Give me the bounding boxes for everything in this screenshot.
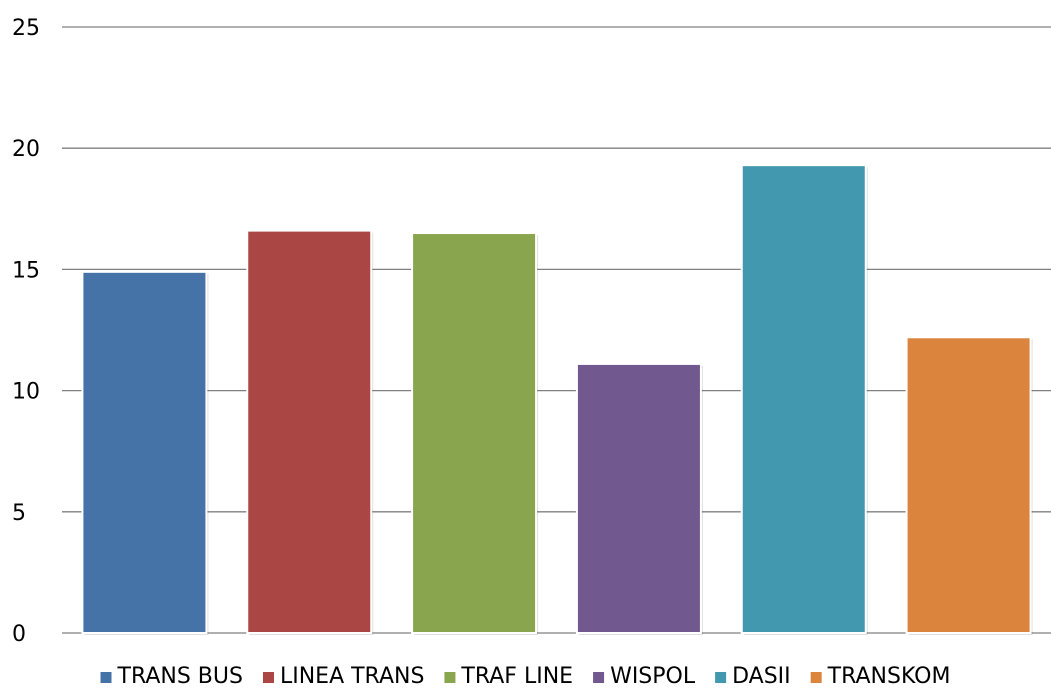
y-tick-label: 15 <box>12 258 40 283</box>
y-tick-label: 25 <box>12 16 40 41</box>
legend-label: LINEA TRANS <box>280 664 424 689</box>
legend-swatch <box>810 672 822 683</box>
y-tick-label: 10 <box>12 380 40 405</box>
y-axis-ticks: 0 5 10 15 20 25 <box>12 16 40 647</box>
legend: TRANS BUS LINEA TRANS TRAF LINE WISPOL DASII… <box>100 664 951 689</box>
gridlines <box>62 26 1051 634</box>
y-tick-label: 5 <box>12 501 26 526</box>
legend-swatch <box>262 672 274 683</box>
legend-label: TRANS BUS <box>117 664 243 689</box>
legend-label: TRAF LINE <box>460 664 573 689</box>
legend-label: DASII <box>732 664 791 689</box>
bar-traf-line <box>411 232 538 634</box>
legend-label: TRANSKOM <box>827 664 951 689</box>
bar-wispol <box>575 362 702 634</box>
bar-transkom <box>905 336 1032 634</box>
legend-swatch <box>444 672 456 683</box>
y-tick-label: 0 <box>12 622 26 647</box>
legend-swatch <box>715 672 727 683</box>
bars <box>81 164 1033 636</box>
y-tick-label: 20 <box>12 137 40 162</box>
bar-linea-trans <box>246 229 373 634</box>
legend-swatch <box>593 672 605 683</box>
bar-trans-bus <box>81 270 208 634</box>
legend-label: WISPOL <box>610 664 696 689</box>
bar-dasii <box>740 164 867 634</box>
legend-swatch <box>100 672 112 683</box>
